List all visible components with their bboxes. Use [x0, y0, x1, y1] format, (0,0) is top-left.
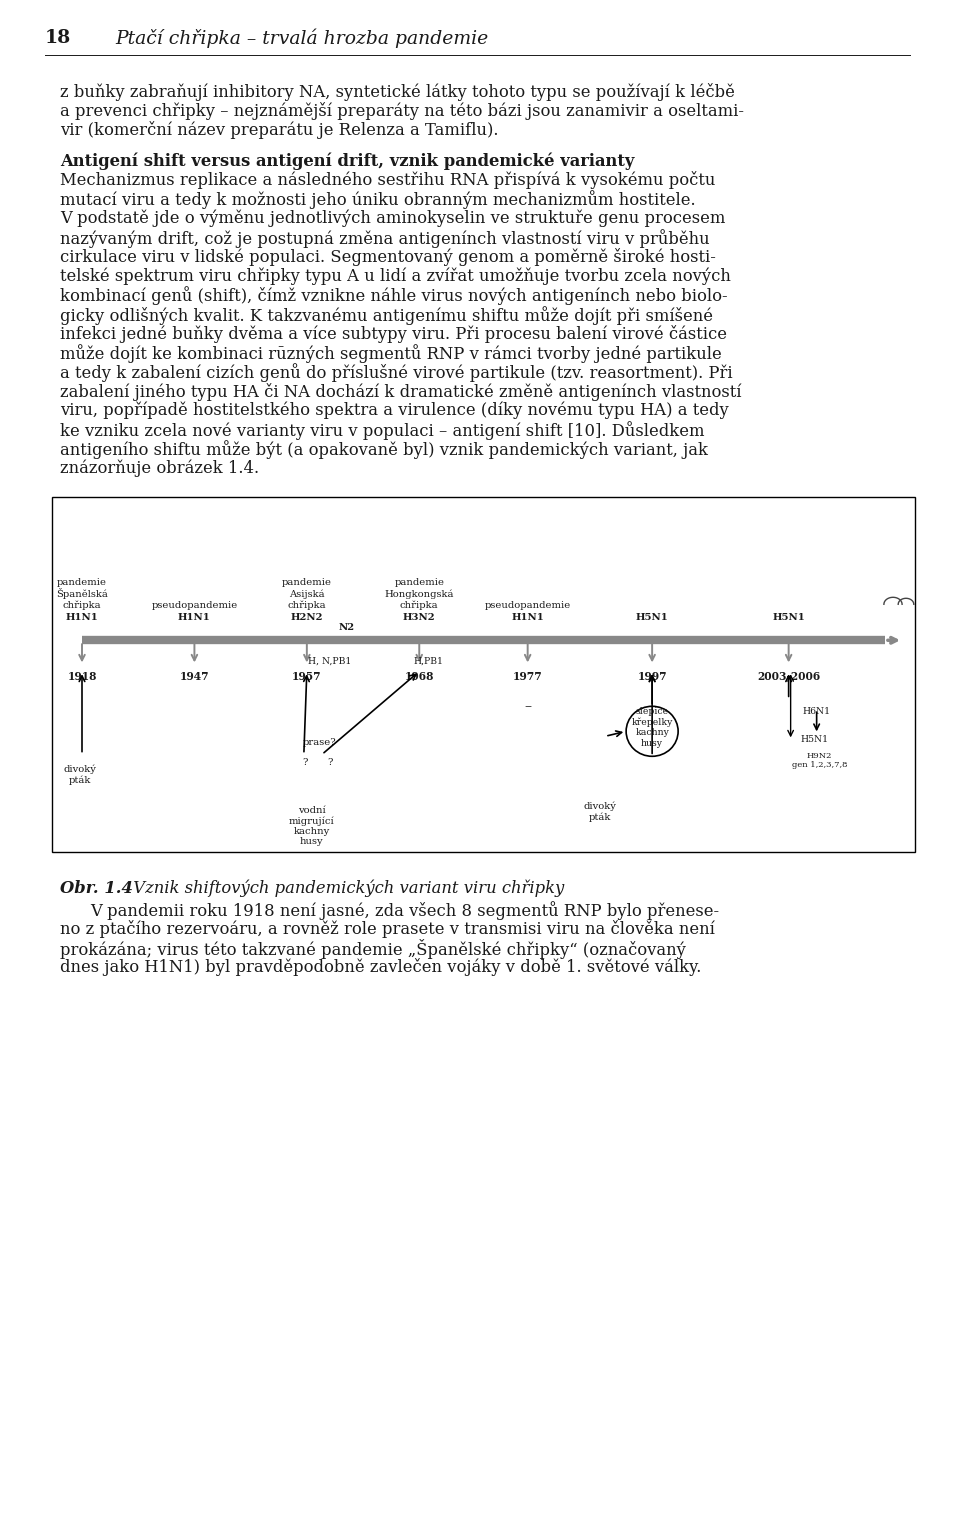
Text: H5N1: H5N1: [772, 612, 805, 621]
Text: antigeního shiftu může být (a opakovaně byl) vznik pandemických variant, jak: antigeního shiftu může být (a opakovaně …: [60, 440, 708, 460]
Text: 2003-2006: 2003-2006: [757, 672, 820, 683]
Text: ?: ?: [302, 757, 307, 767]
Text: H1N1: H1N1: [178, 612, 211, 621]
Bar: [52, 496, 915, 852]
Text: 1997: 1997: [637, 672, 667, 683]
Text: vir (komerční název preparátu je Relenza a Tamiflu).: vir (komerční název preparátu je Relenza…: [60, 122, 498, 139]
Text: H2N2: H2N2: [291, 612, 324, 621]
Text: dnes jako H1N1) byl pravděpodobně zavlečen vojáky v době 1. světové války.: dnes jako H1N1) byl pravděpodobně zavleč…: [60, 959, 702, 976]
Text: vodní
migrující
kachny
husy: vodní migrující kachny husy: [289, 806, 335, 846]
Text: a prevenci chřipky – nejznámější preparáty na této bázi jsou zanamivir a oseltam: a prevenci chřipky – nejznámější prepará…: [60, 102, 744, 121]
Text: Španělská: Španělská: [56, 588, 108, 599]
Text: H1N1: H1N1: [65, 612, 98, 621]
Text: 18: 18: [45, 29, 71, 47]
Text: pandemie: pandemie: [395, 579, 444, 588]
Text: pandemie: pandemie: [57, 579, 107, 588]
Text: kombinací genů (shift), čímž vznikne náhle virus nových antigenínch nebo biolo-: kombinací genů (shift), čímž vznikne náh…: [60, 287, 728, 305]
Text: cirkulace viru v lidské populaci. Segmentovaný genom a poměrně široké hosti-: cirkulace viru v lidské populaci. Segmen…: [60, 247, 716, 266]
Text: H5N1: H5N1: [801, 736, 828, 744]
Text: 1968: 1968: [404, 672, 434, 683]
Text: zabalení jiného typu HA či NA dochází k dramatické změně antigenínch vlastností: zabalení jiného typu HA či NA dochází k …: [60, 383, 741, 400]
Text: infekci jedné buňky dvěma a více subtypy viru. Při procesu balení virové částice: infekci jedné buňky dvěma a více subtypy…: [60, 325, 727, 344]
Text: –: –: [524, 699, 531, 713]
Text: znázorňuje obrázek 1.4.: znázorňuje obrázek 1.4.: [60, 460, 259, 476]
Text: a tedy k zabalení cizích genů do příslušné virové partikule (tzv. reasortment). : a tedy k zabalení cizích genů do přísluš…: [60, 363, 732, 382]
Text: H3N2: H3N2: [403, 612, 436, 621]
Text: gicky odlišných kvalit. K takzvanému antigenímu shiftu může dojít při smíšené: gicky odlišných kvalit. K takzvanému ant…: [60, 305, 713, 325]
Text: viru, popřípadě hostitelstkého spektra a virulence (díky novému typu HA) a tedy: viru, popřípadě hostitelstkého spektra a…: [60, 402, 729, 420]
Text: ?: ?: [327, 757, 332, 767]
Text: Vznik shiftových pandemických variant viru chřipky: Vznik shiftových pandemických variant vi…: [128, 880, 564, 896]
Text: H5N1: H5N1: [636, 612, 668, 621]
Text: Mechanizmus replikace a následného sestřihu RNA přispívá k vysokému počtu: Mechanizmus replikace a následného sestř…: [60, 171, 715, 189]
Text: může dojít ke kombinaci rūzných segmentů RNP v rámci tvorby jedné partikule: může dojít ke kombinaci rūzných segmentů…: [60, 344, 722, 363]
Text: no z ptačího rezervoáru, a rovněž role prasete v transmisi viru na člověka není: no z ptačího rezervoáru, a rovněž role p…: [60, 919, 715, 938]
Text: V pandemii roku 1918 není jasné, zda všech 8 segmentů RNP bylo přenese-: V pandemii roku 1918 není jasné, zda vše…: [90, 901, 719, 919]
Text: divoký
pták: divoký pták: [63, 765, 96, 785]
Text: slepice
křepelky
kachny
husy: slepice křepelky kachny husy: [632, 707, 673, 748]
Text: H1N1: H1N1: [512, 612, 544, 621]
Text: Ptačí chřipka – trvalá hrozba pandemie: Ptačí chřipka – trvalá hrozba pandemie: [115, 29, 489, 49]
Text: H9N2
gen 1,2,3,7,8: H9N2 gen 1,2,3,7,8: [792, 753, 848, 770]
Text: chřipka: chřipka: [288, 600, 326, 611]
Text: pseudopandemie: pseudopandemie: [152, 602, 237, 611]
Text: prokázána; virus této takzvané pandemie „Španělské chřipky“ (označovaný: prokázána; virus této takzvané pandemie …: [60, 939, 685, 959]
Text: z buňky zabraňují inhibitory NA, syntetické látky tohoto typu se používají k léč: z buňky zabraňují inhibitory NA, synteti…: [60, 82, 734, 101]
Text: chřipka: chřipka: [400, 600, 439, 611]
Text: 1918: 1918: [67, 672, 97, 683]
Text: H,PB1: H,PB1: [413, 657, 444, 666]
Text: 1947: 1947: [180, 672, 209, 683]
Text: H, N,PB1: H, N,PB1: [308, 657, 351, 666]
Ellipse shape: [626, 707, 678, 756]
Text: Hongkongská: Hongkongská: [385, 589, 454, 599]
Text: H6N1: H6N1: [803, 707, 830, 716]
Text: telské spektrum viru chřipky typu A u lidí a zvířat umožňuje tvorbu zcela nových: telské spektrum viru chřipky typu A u li…: [60, 267, 731, 286]
Text: nazývaným drift, což je postupná změna antigenínch vlastností viru v průběhu: nazývaným drift, což je postupná změna a…: [60, 229, 709, 247]
Text: 1957: 1957: [292, 672, 322, 683]
Text: Antigení shift versus antigení drift, vznik pandemické varianty: Antigení shift versus antigení drift, vz…: [60, 153, 635, 169]
Text: divoký
pták: divoký pták: [584, 802, 616, 822]
Text: V podstatě jde o výměnu jednotlivých aminokyselin ve struktuře genu procesem: V podstatě jde o výměnu jednotlivých ami…: [60, 209, 726, 228]
Text: chřipka: chřipka: [62, 600, 102, 611]
Text: mutací viru a tedy k možnosti jeho úniku obranným mechanizmům hostitele.: mutací viru a tedy k možnosti jeho úniku…: [60, 191, 696, 209]
Text: Obr. 1.4: Obr. 1.4: [60, 880, 132, 896]
Text: N2: N2: [339, 623, 355, 632]
Text: 1977: 1977: [513, 672, 542, 683]
Text: prase?: prase?: [303, 738, 337, 747]
Text: Asijská: Asijská: [289, 589, 324, 599]
Text: ke vzniku zcela nové varianty viru v populaci – antigení shift [10]. Důsledkem: ke vzniku zcela nové varianty viru v pop…: [60, 421, 705, 440]
Text: pandemie: pandemie: [282, 579, 332, 588]
Text: pseudopandemie: pseudopandemie: [485, 602, 571, 611]
